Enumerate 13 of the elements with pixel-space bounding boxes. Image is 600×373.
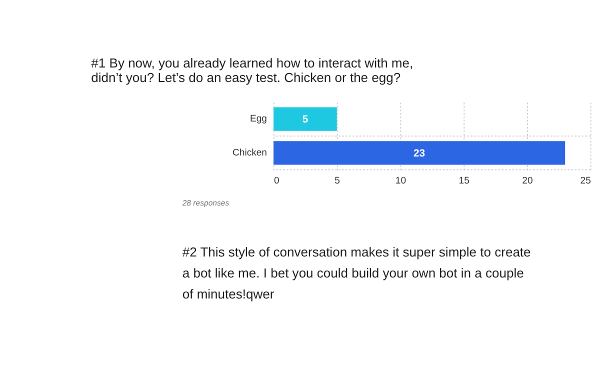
x-tick-label: 5 [334, 175, 340, 186]
text: #2 This style of conversation makes it super simple to create a bot like me. I bet you could build your own bot in a couple of minutes!qwer [182, 244, 531, 302]
x-tick-label: 0 [274, 175, 280, 186]
y-tick-label: Egg [250, 114, 268, 125]
x-tick-label: 20 [522, 175, 533, 186]
x-tick-label: 10 [395, 175, 406, 186]
y-tick-label: Chicken [232, 148, 268, 159]
data-label: 5 [302, 114, 308, 126]
text: 28 responses [181, 198, 230, 208]
chart-title: #1 By now, you already learned how to interact with me, didn’t you? Let’s do an easy test. Chicken or the egg? [91, 55, 414, 86]
data-label: 23 [414, 148, 426, 160]
x-tick-label: 15 [458, 175, 470, 186]
x-tick-label: 25 [580, 175, 591, 186]
